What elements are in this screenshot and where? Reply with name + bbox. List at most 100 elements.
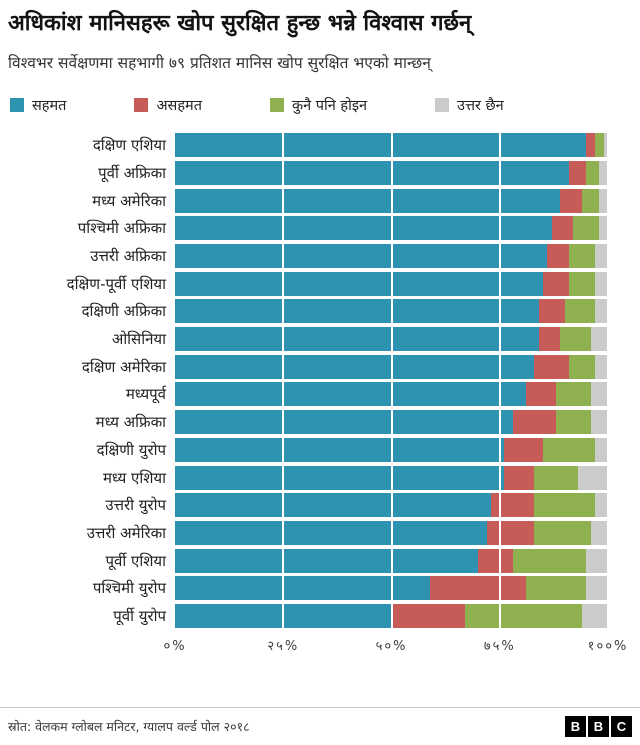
stacked-bar — [175, 271, 608, 296]
x-tick-label: ७५% — [483, 638, 516, 654]
chart-row: पश्चिमी अफ्रिका — [8, 214, 632, 242]
category-label: दक्षिणी अफ्रिका — [81, 302, 166, 321]
stacked-bar — [175, 382, 608, 407]
bar-segment-no_answer — [603, 133, 608, 158]
chart-row: मध्य एशिया — [8, 464, 632, 492]
legend-label: उत्तर छैन — [457, 98, 504, 115]
bar-segment-disagree — [391, 603, 466, 628]
bar-segment-neither — [525, 576, 587, 601]
stacked-bar — [175, 410, 608, 435]
stacked-bar — [175, 327, 608, 352]
bar-segment-agree — [175, 188, 561, 213]
stacked-bar — [175, 160, 608, 185]
chart-row: पूर्वी अफ्रिका — [8, 159, 632, 187]
chart-row: ओसिनिया — [8, 325, 632, 353]
bar-segment-neither — [556, 410, 591, 435]
bar-segment-no_answer — [594, 493, 608, 518]
bar-segment-disagree — [478, 548, 513, 573]
chart-row: उत्तरी अफ्रिका — [8, 242, 632, 270]
stacked-bar — [175, 354, 608, 379]
bar-segment-neither — [560, 327, 591, 352]
bar-segment-no_answer — [599, 160, 608, 185]
bar-segment-disagree — [569, 160, 587, 185]
category-label: ओसिनिया — [111, 330, 166, 349]
chart-row: दक्षिणी अफ्रिका — [8, 298, 632, 326]
bar-segment-no_answer — [577, 465, 608, 490]
chart-row: दक्षिण अमेरिका — [8, 353, 632, 381]
x-tick-label: २५% — [267, 638, 300, 654]
bar-segment-no_answer — [594, 271, 608, 296]
bar-segment-agree — [175, 354, 535, 379]
bar-segment-no_answer — [590, 410, 608, 435]
bar-segment-agree — [175, 244, 548, 268]
bar-segment-no_answer — [594, 354, 608, 379]
category-label: पूर्वी अफ्रिका — [98, 163, 166, 182]
bar-segment-no_answer — [590, 327, 608, 352]
category-label: पूर्वी युरोप — [113, 606, 166, 625]
bar-segment-agree — [175, 548, 479, 573]
stacked-bar — [175, 244, 608, 268]
stacked-bar — [175, 465, 608, 490]
stacked-bar — [175, 437, 608, 462]
bar-segment-agree — [175, 465, 505, 490]
x-axis: ०% २५% ५०% ७५% १००% — [163, 636, 626, 660]
bar-segment-agree — [175, 576, 431, 601]
bar-segment-neither — [569, 354, 595, 379]
legend-swatch-no_answer — [435, 98, 450, 113]
legend-label: कुनै पनि होइन — [291, 98, 368, 115]
source-text: स्रोत: वेलकम ग्लोबल मनिटर, ग्यालप वर्ल्ड… — [8, 719, 250, 734]
bbc-logo-block: C — [611, 716, 632, 737]
bar-segment-agree — [175, 327, 539, 352]
bar-chart: दक्षिण एशिया पूर्वी अफ्रिका मध्य अमेरिका पश… — [8, 131, 632, 659]
bar-segment-disagree — [547, 244, 570, 268]
category-label: उत्तरी युरोप — [105, 496, 166, 515]
bar-segment-neither — [534, 493, 595, 518]
bar-segment-neither — [512, 548, 587, 573]
stacked-bar — [175, 299, 608, 324]
bar-segment-neither — [573, 216, 600, 241]
bar-segment-disagree — [504, 437, 544, 462]
bar-segment-disagree — [551, 216, 574, 241]
legend-label: असहमत — [156, 98, 202, 115]
plot-area: दक्षिण एशिया पूर्वी अफ्रिका मध्य अमेरिका पश… — [8, 131, 632, 630]
bar-segment-agree — [175, 520, 487, 545]
bar-segment-no_answer — [594, 299, 608, 324]
chart-row: पूर्वी युरोप — [8, 602, 632, 630]
bar-segment-disagree — [491, 493, 535, 518]
bar-segment-agree — [175, 603, 392, 628]
category-label: उत्तरी अमेरिका — [86, 523, 166, 542]
bar-segment-neither — [465, 603, 583, 628]
legend-item-neither: कुनै पनि होइन — [269, 95, 368, 115]
chart-row: मध्यपूर्व — [8, 381, 632, 409]
category-label: उत्तरी अफ्रिका — [90, 247, 166, 265]
chart-row: उत्तरी युरोप — [8, 491, 632, 519]
bar-segment-neither — [564, 299, 595, 324]
legend-label: सहमत — [32, 98, 67, 115]
category-label: दक्षिण अमेरिका — [81, 357, 166, 376]
category-label: दक्षिणी युरोप — [96, 440, 166, 459]
bar-segment-no_answer — [582, 603, 608, 628]
bar-segment-agree — [175, 382, 526, 407]
bar-segment-agree — [175, 299, 539, 324]
category-label: पूर्वी एशिया — [105, 551, 166, 570]
stacked-bar — [175, 548, 608, 573]
category-label: पश्चिमी युरोप — [92, 579, 166, 598]
bar-segment-no_answer — [586, 576, 608, 601]
bar-segment-no_answer — [594, 244, 608, 268]
chart-row: दक्षिणी युरोप — [8, 436, 632, 464]
stacked-bar — [175, 520, 608, 545]
stacked-bar — [175, 133, 608, 158]
chart-title: अधिकांश मानिसहरू खोप सुरक्षित हुन्छ भन्न… — [8, 11, 472, 36]
legend-item-disagree: असहमत — [134, 95, 202, 115]
bar-segment-disagree — [430, 576, 526, 601]
legend-item-no_answer: उत्तर छैन — [435, 95, 504, 115]
bar-segment-no_answer — [590, 520, 608, 545]
bar-segment-agree — [175, 216, 552, 241]
bar-segment-neither — [569, 271, 595, 296]
bar-segment-agree — [175, 410, 513, 435]
chart-row: मध्य अफ्रिका — [8, 408, 632, 436]
legend: सहमत असहमत कुनै पनि होइन उत्तर छैन — [10, 95, 632, 115]
chart-row: दक्षिण एशिया — [8, 131, 632, 159]
chart-row: दक्षिण-पूर्वी एशिया — [8, 270, 632, 298]
